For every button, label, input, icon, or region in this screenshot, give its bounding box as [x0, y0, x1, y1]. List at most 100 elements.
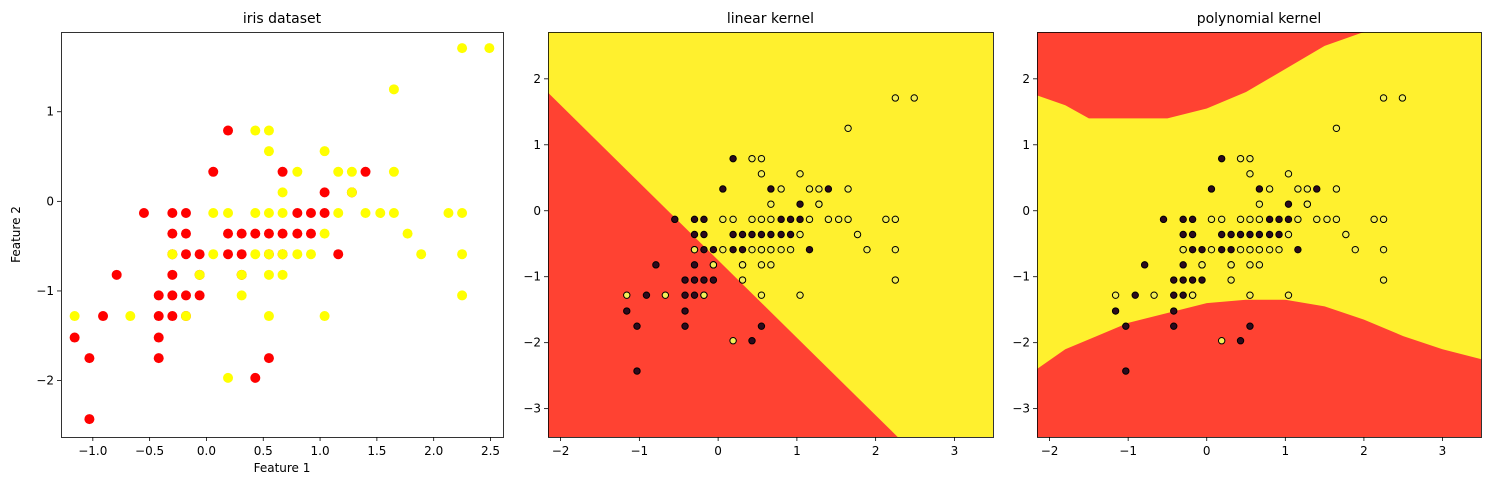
data-point-class-1	[346, 166, 357, 177]
data-point-class-0	[1179, 215, 1187, 224]
data-point-class-1	[1236, 215, 1245, 224]
data-point-class-1	[1284, 170, 1293, 178]
x-tick-label: 0	[714, 444, 722, 458]
data-point-class-1	[69, 311, 80, 322]
data-point-class-1	[796, 170, 804, 178]
data-point-class-1	[1313, 215, 1321, 224]
data-point-class-1	[844, 124, 852, 133]
data-point-class-0	[777, 230, 785, 239]
data-point-class-0	[690, 261, 699, 269]
data-point-class-1	[250, 249, 261, 260]
data-point-class-1	[1332, 185, 1341, 193]
data-point-class-1	[757, 245, 766, 254]
data-point-class-0	[786, 230, 795, 239]
data-point-class-1	[1303, 185, 1312, 193]
data-point-class-1	[277, 249, 288, 260]
data-point-class-1	[1303, 200, 1312, 208]
data-point-class-1	[738, 261, 747, 269]
data-point-class-1	[1246, 261, 1254, 269]
data-point-class-0	[263, 228, 274, 239]
data-point-class-1	[1342, 230, 1350, 239]
x-tick-label: 2	[872, 444, 880, 458]
data-point-class-0	[223, 249, 234, 260]
data-point-class-1	[1227, 276, 1235, 284]
data-point-class-1	[333, 207, 344, 218]
data-point-class-1	[416, 249, 427, 260]
data-point-class-1	[236, 290, 247, 301]
data-point-class-1	[292, 249, 303, 260]
data-point-class-0	[1198, 276, 1206, 284]
data-point-class-1	[777, 185, 785, 193]
chart-title: linear kernel	[727, 11, 814, 27]
x-tick-label: −1.0	[78, 444, 107, 458]
x-tick-label: 1.0	[311, 444, 330, 458]
data-point-class-0	[194, 290, 205, 301]
data-point-class-1	[805, 185, 814, 193]
data-point-class-0	[748, 336, 756, 345]
data-point-class-0	[1179, 230, 1187, 239]
data-point-class-1	[844, 185, 852, 193]
data-point-class-1	[882, 215, 890, 224]
data-point-class-1	[125, 311, 136, 322]
x-tick-label: 0	[1203, 444, 1211, 458]
data-point-class-1	[748, 215, 756, 224]
data-point-class-1	[1246, 245, 1254, 254]
data-point-class-1	[719, 215, 727, 224]
data-point-class-0	[729, 154, 737, 163]
data-point-class-1	[1379, 215, 1388, 224]
data-point-class-0	[223, 228, 234, 239]
data-point-class-1	[180, 311, 191, 322]
data-point-class-0	[360, 166, 371, 177]
data-point-class-1	[250, 125, 261, 136]
data-point-class-0	[1313, 185, 1321, 193]
data-point-class-1	[757, 261, 766, 269]
data-point-class-0	[681, 291, 689, 299]
data-point-class-1	[319, 146, 330, 157]
x-tick-label: 2	[1360, 444, 1368, 458]
data-point-class-1	[1236, 245, 1245, 254]
data-point-class-0	[757, 322, 766, 330]
y-tick-label: −1	[523, 270, 541, 284]
data-point-class-0	[305, 207, 316, 218]
data-point-class-0	[642, 291, 651, 299]
data-point-class-0	[1111, 307, 1120, 315]
data-point-class-0	[236, 249, 247, 260]
chart-panel-iris-dataset: −1.0 −0.5 0.0 0.5 1.0 1.5 2.0 2.5 −2 −1 0 1 iris da…	[9, 11, 504, 475]
data-point-class-0	[1284, 215, 1293, 224]
plot-area: −2 −1 0 1 2 3 −3 −2 −1 0 1 2	[1012, 32, 1482, 458]
plot-area: −1.0 −0.5 0.0 0.5 1.0 1.5 2.0 2.5 −2 −1 0 1	[36, 32, 504, 458]
data-point-class-1	[796, 230, 804, 239]
data-point-class-0	[153, 290, 164, 301]
data-point-class-0	[796, 215, 804, 224]
data-point-class-1	[1379, 276, 1388, 284]
axes-frame	[1037, 32, 1482, 438]
data-point-class-1	[757, 291, 766, 299]
data-point-class-0	[700, 230, 708, 239]
data-point-class-1	[891, 215, 900, 224]
x-tick-label: 1	[1282, 444, 1290, 458]
data-point-class-0	[236, 228, 247, 239]
data-point-class-1	[1332, 215, 1341, 224]
data-point-class-0	[1188, 245, 1197, 254]
data-point-class-1	[891, 245, 900, 254]
data-point-class-1	[1398, 94, 1407, 102]
data-point-class-0	[305, 228, 316, 239]
data-point-class-1	[277, 207, 288, 218]
data-point-class-0	[1188, 230, 1197, 239]
data-point-class-1	[1284, 291, 1293, 299]
data-point-class-0	[1207, 185, 1216, 193]
data-point-class-1	[1332, 124, 1341, 133]
x-tick-label: −0.5	[135, 444, 164, 458]
y-tick-label: 1	[46, 105, 54, 119]
data-point-class-0	[1188, 215, 1197, 224]
data-point-class-1	[388, 166, 399, 177]
data-point-class-1	[208, 207, 219, 218]
chart-title: polynomial kernel	[1197, 11, 1322, 27]
data-point-class-0	[700, 215, 708, 224]
data-point-class-0	[690, 215, 699, 224]
data-point-class-1	[1294, 185, 1302, 193]
x-tick-label: −2	[552, 444, 570, 458]
data-point-class-0	[633, 367, 641, 375]
data-point-class-1	[1284, 230, 1293, 239]
